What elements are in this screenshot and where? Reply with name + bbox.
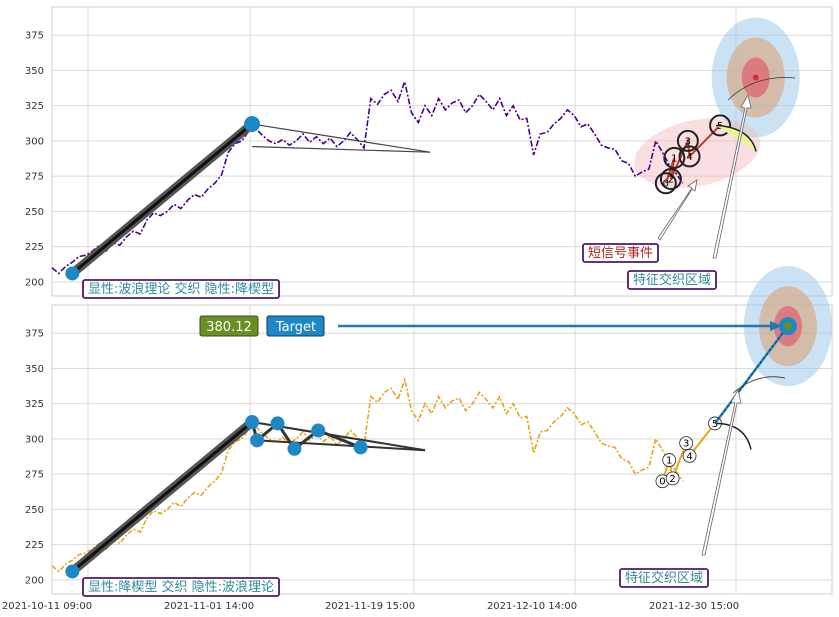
pattern-annotation-text: 显性:波浪理论 交织 隐性:降楔型 (88, 281, 274, 297)
wedge-point (245, 415, 260, 430)
wedge-lower-line (257, 439, 426, 452)
wave-label: 1 (671, 153, 677, 164)
pattern-annotation-box (82, 577, 280, 597)
pattern-annotation: 显性:波浪理论 交织 隐性:降楔型 (82, 279, 280, 299)
wave-label: 0 (663, 179, 669, 190)
wave-marker (663, 146, 686, 169)
signal-annotation-text: 短信号事件 (588, 246, 653, 261)
y-tick-label: 300 (25, 434, 44, 445)
zone-annotation-text: 特征交织区域 (633, 272, 711, 288)
x-tick-label: 2021-10-11 09:00 (2, 601, 92, 612)
x-tick-label: 2021-11-19 15:00 (325, 601, 415, 612)
projection-arc (716, 124, 757, 152)
target-arrow-head (770, 321, 782, 331)
projection-curve (732, 376, 786, 394)
target-point-center (783, 322, 792, 331)
wave-label: 2 (668, 174, 674, 185)
zone-annotation-text: 特征交织区域 (625, 570, 703, 586)
y-tick-label: 350 (25, 66, 44, 77)
wedge-point (250, 433, 265, 448)
price-badge-box (199, 315, 259, 337)
price-badge: 380.12 (199, 315, 259, 337)
wave-label: 4 (686, 451, 692, 462)
wedge-point (353, 440, 368, 455)
target-badge: Target (266, 315, 325, 337)
wave-label: 4 (686, 152, 692, 163)
x-tick-label: 2021-12-30 15:00 (649, 601, 739, 612)
zone-annotation: 特征交织区域 (619, 568, 709, 588)
wave-marker (659, 167, 682, 190)
zone-annotation-box (619, 568, 709, 588)
price-series-line (51, 78, 684, 275)
projection-curve (727, 77, 796, 101)
pattern-annotation-box (82, 279, 280, 299)
y-tick-label: 250 (25, 505, 44, 516)
y-tick-label: 200 (25, 575, 44, 586)
wave-marker (709, 114, 732, 137)
signal-arrow (657, 179, 698, 241)
wave-marker (679, 436, 694, 451)
zone-arrow (712, 93, 752, 259)
wave-label: 2 (669, 474, 675, 485)
y-tick-label: 325 (25, 101, 44, 112)
pattern-end-point (244, 116, 261, 133)
target-badge-text: Target (275, 320, 316, 335)
plot-frame (51, 304, 833, 595)
y-tick-label: 375 (25, 329, 44, 340)
triangle-upper-line (251, 123, 431, 153)
price-series-line (51, 376, 684, 573)
zone-arrow (701, 388, 742, 556)
wave-label: 5 (712, 419, 718, 430)
y-tick-label: 375 (25, 31, 44, 42)
pattern-line-core (71, 420, 254, 573)
x-tick-label: 2021-11-01 14:00 (164, 601, 254, 612)
projection-arc (714, 422, 752, 450)
pattern-line-core (71, 122, 254, 275)
zone-annotation-box (627, 270, 717, 290)
wedge-point (270, 416, 285, 431)
target-dot (752, 74, 759, 81)
y-tick-label: 300 (25, 136, 44, 147)
pattern-annotation: 显性:降楔型 交织 隐性:波浪理论 (82, 577, 280, 597)
triangle-lower-line (252, 145, 431, 153)
y-tick-label: 275 (25, 470, 44, 481)
wave-marker (678, 145, 701, 168)
pattern-start-point (65, 266, 80, 281)
y-tick-label: 250 (25, 207, 44, 218)
x-axis: 2021-10-11 09:00 2021-11-01 14:00 2021-11-… (2, 601, 739, 612)
wave-label: 0 (659, 477, 665, 488)
wedge-point (287, 441, 302, 456)
pattern-start-point (65, 564, 80, 579)
signal-annotation: 短信号事件 (582, 243, 659, 263)
wave-marker (654, 172, 677, 195)
wave-label: 3 (685, 136, 691, 147)
zone-annotation: 特征交织区域 (627, 270, 717, 290)
projection-line-dash (714, 325, 789, 424)
bottom-panel: 200 225 250 275 300 325 350 375 01 2 34 5 显性:降楔型 交织 … (25, 266, 833, 597)
y-tick-label: 350 (25, 364, 44, 375)
wave-marker (662, 453, 677, 467)
plot-frame (51, 6, 833, 297)
pattern-annotation-text: 显性:降楔型 交织 隐性:波浪理论 (88, 579, 274, 595)
target-badge-box (266, 315, 325, 337)
y-tick-label: 225 (25, 540, 44, 551)
wedge-point (311, 423, 326, 438)
x-tick-label: 2021-12-10 14:00 (487, 601, 577, 612)
y-tick-label: 275 (25, 172, 44, 183)
y-tick-label: 225 (25, 242, 44, 253)
wave-marker (682, 448, 697, 463)
wave-label: 3 (683, 439, 689, 450)
y-tick-label: 200 (25, 277, 44, 288)
wave-label: 1 (666, 456, 672, 467)
wave-marker (665, 471, 680, 486)
price-badge-text: 380.12 (206, 320, 252, 335)
wave-marker (676, 129, 699, 152)
y-tick-label: 325 (25, 399, 44, 410)
signal-annotation-box (582, 243, 659, 263)
